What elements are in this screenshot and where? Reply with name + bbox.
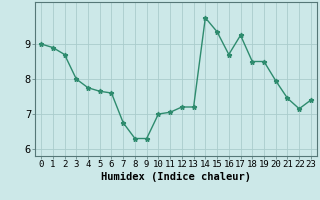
X-axis label: Humidex (Indice chaleur): Humidex (Indice chaleur) (101, 172, 251, 182)
